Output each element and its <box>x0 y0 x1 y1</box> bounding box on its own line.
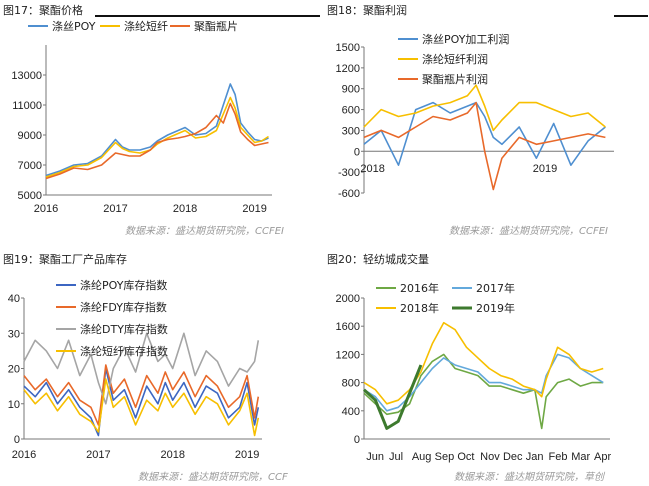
legend-label: 涤纶短纤 <box>124 19 168 33</box>
legend-label: 2019年 <box>476 301 515 315</box>
y-tick-label: 11000 <box>12 100 42 112</box>
y-tick-label: 13000 <box>11 70 42 82</box>
y-tick-label: 1600 <box>336 321 360 333</box>
y-tick-label: 30 <box>8 328 20 340</box>
series-line <box>23 332 260 405</box>
x-tick-label: Apr <box>594 451 611 463</box>
x-tick-label: Sep <box>435 451 455 463</box>
y-tick-label: 0 <box>354 146 360 158</box>
chart-profit: -600 -300 0 300 600 900 1200 1500 2018 2019 涤丝POY加… <box>336 32 614 200</box>
series-line <box>23 367 260 437</box>
y-tick-label: -300 <box>338 167 360 179</box>
chart-title: 图18：聚酯利润 <box>327 4 407 17</box>
x-tick-label: 2016 <box>34 203 58 215</box>
legend-label: 涤纶POY库存指数 <box>80 278 167 292</box>
panel-inventory: 图19：聚酯工厂产品库存 0 10 20 30 40 2016 2017 2018 2019 涤纶… <box>0 243 322 486</box>
x-tick-label: Jun <box>366 451 384 463</box>
y-tick-label: 1200 <box>336 63 360 75</box>
y-tick-label: 40 <box>8 293 20 305</box>
y-tick-label: 400 <box>342 406 360 418</box>
series-line <box>363 84 606 132</box>
x-tick-label: Jan <box>526 451 544 463</box>
y-tick-label: 1200 <box>336 349 360 361</box>
source-note: 数据来源：盛达期货研究院，CCF <box>138 472 288 483</box>
y-tick-label: 1500 <box>336 42 360 54</box>
legend-label: 涤丝POY <box>52 19 96 33</box>
chart-title: 图20：轻纺城成交量 <box>327 253 429 266</box>
series-line <box>45 102 269 180</box>
y-tick-label: 7000 <box>18 160 42 172</box>
x-tick-label: 2019 <box>242 203 266 215</box>
chart-title: 图19：聚酯工厂产品库存 <box>3 253 127 266</box>
x-tick-label: 2019 <box>533 163 557 175</box>
x-tick-label: 2017 <box>86 449 110 461</box>
series-line <box>23 364 260 426</box>
y-tick-label: 20 <box>8 364 20 376</box>
y-tick-label: 800 <box>342 378 360 390</box>
legend-label: 2018年 <box>400 301 439 315</box>
x-tick-label: Jul <box>389 451 403 463</box>
source-note: 数据来源：盛达期货研究院，CCFEI <box>125 226 284 237</box>
title-rule <box>614 15 648 17</box>
legend-label: 涤纶FDY库存指数 <box>80 300 167 314</box>
chart-volume: 0 400 800 1200 1600 2000 Jun Jul Aug Sep Oct Nov Dec… <box>336 281 612 463</box>
x-tick-label: Feb <box>549 451 568 463</box>
series-line <box>45 83 269 177</box>
series-line <box>23 378 260 437</box>
chart-title: 图17：聚酯价格 <box>3 4 83 17</box>
y-tick-label: 9000 <box>18 130 42 142</box>
panel-trade-volume: 图20：轻纺城成交量 0 400 800 1200 1600 2000 Jun Jul Aug S… <box>324 243 646 486</box>
x-tick-label: 2019 <box>235 449 259 461</box>
chart-inventory: 0 10 20 30 40 2016 2017 2018 2019 涤纶POY库存指数涤纶FDY库… <box>8 278 262 461</box>
legend-label: 2016年 <box>400 281 439 295</box>
y-tick-label: 2000 <box>336 293 360 305</box>
source-note: 数据来源：盛达期货研究院，CCFEI <box>449 226 608 237</box>
x-tick-label: 2018 <box>173 203 197 215</box>
series-line <box>363 101 606 191</box>
y-tick-label: 10 <box>8 399 20 411</box>
series-line <box>363 101 606 166</box>
source-note: 数据来源：盛达期货研究院，草创 <box>454 472 604 483</box>
y-tick-label: 900 <box>342 84 360 96</box>
y-tick-label: 300 <box>342 125 360 137</box>
x-tick-label: Dec <box>503 451 523 463</box>
x-tick-label: Aug <box>412 451 432 463</box>
series-line <box>362 364 423 430</box>
x-tick-label: 2018 <box>161 449 185 461</box>
legend-label: 聚酯瓶片利润 <box>422 72 488 86</box>
legend-label: 涤纶短纤库存指数 <box>80 344 168 358</box>
y-tick-label: 600 <box>342 105 360 117</box>
panel-polyester-profit: 图18：聚酯利润 -600 -300 0 300 600 900 1200 1500 2018 2… <box>324 0 648 243</box>
x-tick-label: 2018 <box>360 163 384 175</box>
legend-label: 涤丝POY加工利润 <box>422 32 509 46</box>
x-tick-label: Nov <box>480 451 500 463</box>
legend-label: 涤纶短纤利润 <box>422 52 488 66</box>
x-tick-label: 2017 <box>103 203 127 215</box>
x-tick-label: Oct <box>457 451 474 463</box>
chart-price: 5000 7000 9000 11000 13000 2016 2017 2018 2019 涤丝… <box>11 19 272 215</box>
legend-label: 聚酯瓶片 <box>194 19 238 33</box>
y-tick-label: 5000 <box>18 190 42 202</box>
x-tick-label: 2016 <box>12 449 36 461</box>
panel-polyester-price: 图17：聚酯价格 5000 7000 9000 11000 13000 2016 2017 2… <box>0 0 322 243</box>
y-tick-label: 0 <box>354 434 360 446</box>
series-line <box>363 321 604 405</box>
y-tick-label: -600 <box>338 188 360 200</box>
legend-label: 涤纶DTY库存指数 <box>80 322 168 336</box>
series-line <box>45 96 269 178</box>
title-rule <box>95 15 320 17</box>
legend-label: 2017年 <box>476 281 515 295</box>
x-tick-label: Mar <box>571 451 590 463</box>
y-tick-label: 0 <box>14 434 20 446</box>
